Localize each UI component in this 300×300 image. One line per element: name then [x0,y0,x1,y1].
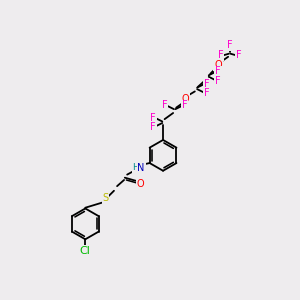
Text: F: F [218,50,223,60]
Text: F: F [215,76,221,86]
Text: F: F [227,40,233,50]
Text: S: S [102,194,109,203]
Text: O: O [136,179,144,189]
Text: O: O [214,60,222,70]
Text: F: F [150,122,156,132]
Text: F: F [204,88,209,98]
Text: F: F [236,50,242,60]
Text: O: O [182,94,189,104]
Text: F: F [204,79,209,89]
Text: F: F [150,113,156,123]
Text: H: H [132,163,139,172]
Text: Cl: Cl [80,246,91,256]
Text: F: F [162,100,167,110]
Text: F: F [215,66,221,76]
Text: N: N [137,163,145,173]
Text: F: F [182,100,188,110]
